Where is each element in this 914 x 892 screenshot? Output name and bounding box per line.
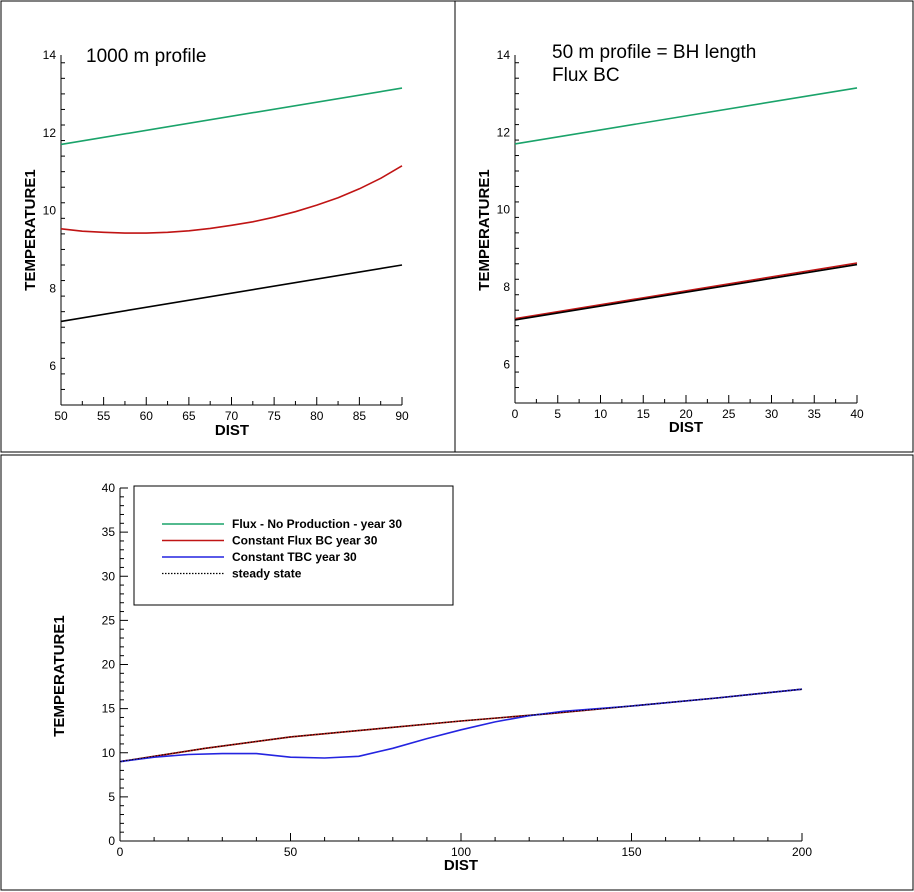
series-line-1 — [60, 87, 403, 146]
chart-title: 50 m profile = BH length — [552, 42, 756, 63]
legend-label: steady state — [232, 567, 302, 581]
legend: Flux - No Production - year 30 Constant F… — [133, 485, 454, 606]
x-tick-label: 65 — [182, 409, 196, 423]
y-tick-label: 6 — [503, 357, 510, 371]
y-tick-label: 10 — [102, 746, 116, 760]
x-tick-label: 75 — [267, 409, 281, 423]
legend-label: Constant Flux BC year 30 — [232, 534, 378, 548]
x-tick-label: 70 — [225, 409, 239, 423]
y-tick-label: 15 — [102, 702, 116, 716]
y-tick-label: 14 — [43, 48, 57, 62]
y-axis-label: TEMPERATURE1 — [476, 169, 493, 290]
x-tick-label: 50 — [284, 845, 298, 859]
panel-3-frame — [0, 454, 914, 891]
series-line-3 — [60, 264, 403, 323]
x-tick-label: 30 — [765, 407, 779, 421]
x-axis-label: DIST — [669, 419, 703, 436]
x-tick-label: 200 — [792, 845, 812, 859]
series-line-1 — [514, 87, 858, 145]
x-tick-label: 10 — [594, 407, 608, 421]
x-tick-label: 0 — [117, 845, 124, 859]
x-tick-label: 50 — [54, 409, 68, 423]
x-tick-label: 150 — [621, 845, 641, 859]
y-tick-label: 5 — [108, 790, 115, 804]
y-tick-label: 12 — [43, 126, 57, 140]
x-tick-label: 20 — [679, 407, 693, 421]
chart-title: 1000 m profile — [86, 46, 206, 67]
legend-label: Constant TBC year 30 — [232, 550, 357, 564]
series-line-2 — [514, 262, 858, 320]
x-tick-label: 90 — [395, 409, 409, 423]
x-tick-label: 60 — [140, 409, 154, 423]
y-tick-label: 6 — [49, 359, 56, 373]
x-tick-label: 0 — [512, 407, 519, 421]
y-tick-label: 20 — [102, 658, 116, 672]
y-tick-label: 40 — [102, 481, 116, 495]
chart-full-profile: 0 5 10 15 20 25 30 35 40 0 50 100 150 200 DIST TEMPERAT… — [51, 481, 812, 874]
series-line-4 — [119, 688, 803, 763]
x-tick-label: 25 — [722, 407, 736, 421]
y-tick-label: 10 — [497, 203, 511, 217]
y-tick-label: 30 — [102, 569, 116, 583]
legend-label: Flux - No Production - year 30 — [232, 517, 402, 531]
y-tick-label: 14 — [497, 48, 511, 62]
chart-50m-profile: 6 8 10 12 14 0 5 10 15 20 25 30 35 40 DIST TEMPERATURE1… — [476, 42, 864, 436]
legend-box — [133, 485, 454, 606]
x-tick-label: 15 — [637, 407, 651, 421]
x-tick-label: 85 — [353, 409, 367, 423]
chart-subtitle: Flux BC — [552, 65, 620, 86]
y-axis-label: TEMPERATURE1 — [51, 615, 68, 736]
y-axis-label: TEMPERATURE1 — [22, 169, 39, 290]
x-tick-label: 5 — [554, 407, 561, 421]
series-line-3 — [514, 263, 858, 321]
x-tick-label: 35 — [808, 407, 822, 421]
x-tick-label: 100 — [451, 845, 471, 859]
x-axis-label: DIST — [215, 422, 249, 439]
x-tick-label: 80 — [310, 409, 324, 423]
y-tick-label: 35 — [102, 525, 116, 539]
series-line-3 — [119, 688, 803, 763]
x-tick-label: 55 — [97, 409, 111, 423]
y-tick-label: 8 — [49, 281, 56, 295]
y-tick-label: 10 — [43, 204, 57, 218]
chart-1000m-profile: 6 8 10 12 14 50 55 60 65 70 75 80 85 90 DIST TEMPERATUR… — [22, 46, 409, 439]
y-tick-label: 8 — [503, 280, 510, 294]
x-tick-label: 40 — [850, 407, 864, 421]
y-tick-label: 0 — [108, 834, 115, 848]
panel-2-frame — [454, 0, 914, 453]
series-line-2 — [60, 165, 403, 234]
y-tick-label: 12 — [497, 125, 511, 139]
y-tick-label: 25 — [102, 613, 116, 627]
x-axis-label: DIST — [444, 857, 478, 874]
